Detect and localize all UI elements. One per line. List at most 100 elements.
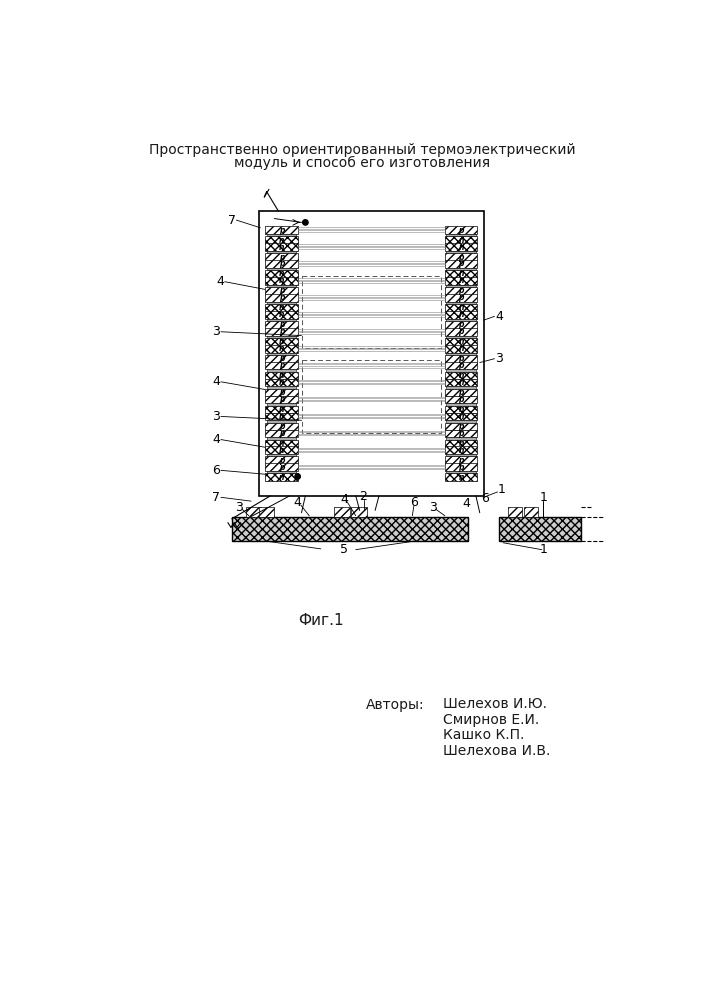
Bar <box>446 369 476 372</box>
Bar <box>445 345 477 353</box>
Text: p: p <box>279 253 284 262</box>
Bar <box>265 413 298 420</box>
Bar <box>265 372 298 379</box>
Text: 2: 2 <box>360 490 368 503</box>
Text: 1: 1 <box>539 543 547 556</box>
Bar <box>267 386 296 389</box>
Bar <box>265 430 298 437</box>
Bar <box>265 355 298 363</box>
Text: 3: 3 <box>212 410 220 423</box>
Text: n: n <box>279 310 284 319</box>
Bar <box>445 328 477 336</box>
Text: Кашко К.П.: Кашко К.П. <box>443 728 525 742</box>
Bar <box>445 379 477 386</box>
Bar <box>446 471 476 473</box>
Text: p: p <box>279 327 284 336</box>
Text: n: n <box>458 473 464 482</box>
Bar <box>445 236 477 244</box>
Bar <box>301 276 441 348</box>
Bar <box>446 437 476 440</box>
Text: 3: 3 <box>429 501 437 514</box>
Text: p: p <box>279 422 284 431</box>
Text: 4: 4 <box>293 496 302 509</box>
Text: p: p <box>458 395 464 404</box>
Bar <box>265 362 298 369</box>
Bar <box>265 463 298 471</box>
Bar <box>265 287 298 295</box>
Bar <box>265 277 298 285</box>
Text: n: n <box>279 337 284 346</box>
Text: 4: 4 <box>212 433 220 446</box>
Bar <box>445 277 477 285</box>
Bar <box>265 423 298 430</box>
Text: n: n <box>279 405 284 414</box>
Bar <box>267 336 296 338</box>
Bar <box>446 302 476 304</box>
Bar <box>445 311 477 319</box>
Bar <box>267 268 296 270</box>
Bar <box>265 345 298 353</box>
Bar <box>351 507 367 517</box>
Bar <box>267 285 296 287</box>
Text: p: p <box>458 259 464 268</box>
Bar <box>445 321 477 329</box>
Bar <box>446 454 476 456</box>
Bar <box>265 260 298 268</box>
Text: p: p <box>279 463 284 472</box>
Bar <box>265 243 298 251</box>
Text: n: n <box>458 310 464 319</box>
Text: n: n <box>279 269 284 278</box>
Text: n: n <box>279 236 284 245</box>
Bar <box>445 304 477 312</box>
Text: Пространственно ориентированный термоэлектрический: Пространственно ориентированный термоэле… <box>148 143 575 157</box>
Bar <box>265 253 298 261</box>
Text: 6: 6 <box>481 492 489 505</box>
Bar <box>265 311 298 319</box>
Bar <box>445 362 477 369</box>
Bar <box>445 253 477 261</box>
Bar <box>445 260 477 268</box>
Text: p: p <box>279 320 284 329</box>
Bar <box>445 463 477 471</box>
Text: 6: 6 <box>410 496 418 509</box>
Text: 1: 1 <box>498 483 506 496</box>
Text: p: p <box>458 422 464 431</box>
Bar <box>446 353 476 355</box>
Text: n: n <box>279 371 284 380</box>
Bar <box>246 507 261 517</box>
Bar <box>265 446 298 454</box>
Text: p: p <box>279 286 284 295</box>
Bar <box>267 403 296 406</box>
Bar <box>446 386 476 389</box>
Text: p: p <box>458 354 464 363</box>
Text: p: p <box>458 463 464 472</box>
Bar <box>267 369 296 372</box>
Text: p: p <box>279 361 284 370</box>
Bar <box>445 270 477 278</box>
Text: 3: 3 <box>212 325 220 338</box>
Bar <box>445 338 477 346</box>
Text: n: n <box>279 243 284 252</box>
Text: 1: 1 <box>539 491 547 504</box>
Circle shape <box>303 220 308 225</box>
Text: 6: 6 <box>212 464 220 477</box>
Bar <box>265 236 298 244</box>
Bar <box>445 355 477 363</box>
Bar <box>445 226 477 234</box>
Text: n: n <box>458 243 464 252</box>
Text: n: n <box>279 473 284 482</box>
Text: n: n <box>458 412 464 421</box>
Text: p: p <box>458 429 464 438</box>
Text: p: p <box>279 388 284 397</box>
Bar <box>265 321 298 329</box>
Bar <box>445 446 477 454</box>
Bar <box>445 430 477 437</box>
Text: n: n <box>458 303 464 312</box>
Text: p: p <box>458 361 464 370</box>
Bar <box>445 243 477 251</box>
Text: n: n <box>279 378 284 387</box>
Text: n: n <box>279 344 284 353</box>
Bar <box>445 372 477 379</box>
Bar <box>265 338 298 346</box>
Bar <box>446 403 476 406</box>
